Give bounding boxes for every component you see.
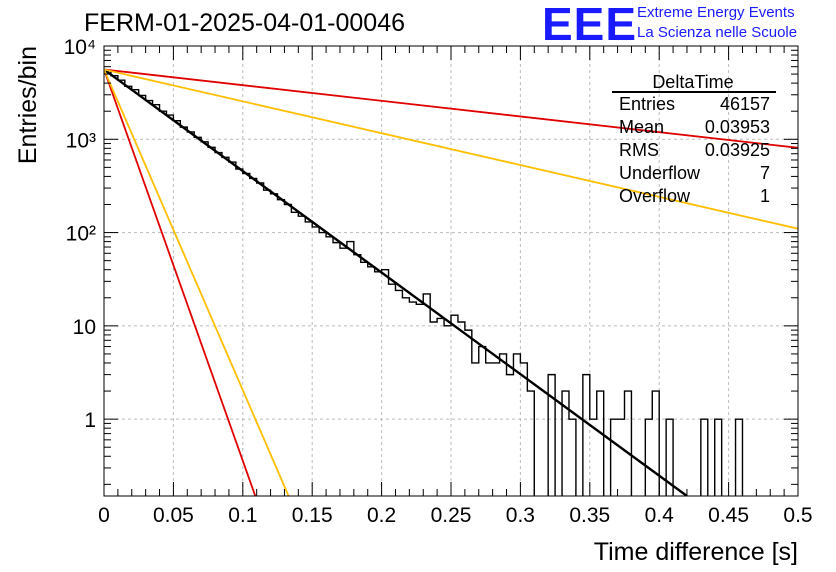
x-tick-label: 0.5 [783, 504, 812, 527]
y-axis-label: Entries/bin [14, 46, 42, 164]
logo-caption-2: La Scienza nelle Scuole [637, 24, 798, 41]
stats-label: Overflow [619, 186, 691, 206]
x-tick-label: 0.45 [708, 504, 749, 527]
y-tick-label: 1 [84, 409, 96, 432]
stats-value: 46157 [720, 94, 770, 114]
stats-value: 1 [760, 186, 770, 206]
x-tick-label: 0.3 [506, 504, 535, 527]
stats-label: Mean [619, 117, 664, 137]
stats-label: Entries [619, 94, 675, 114]
logo-caption-1: Extreme Energy Events [637, 4, 795, 21]
stats-label: Underflow [619, 163, 701, 183]
stats-value: 0.03925 [705, 140, 770, 160]
x-tick-label: 0.1 [228, 504, 257, 527]
curve-fit [104, 68, 688, 496]
stats-title: DeltaTime [652, 72, 733, 92]
stats-value: 7 [760, 163, 770, 183]
y-tick-label: 10⁴ [64, 36, 96, 59]
stats-value: 0.03953 [705, 117, 770, 137]
x-tick-label: 0.4 [645, 504, 675, 527]
fit-curves [104, 68, 798, 496]
curve-red-steep [104, 69, 257, 496]
y-tick-label: 10² [66, 223, 96, 246]
grid-lines [104, 46, 798, 496]
x-tick-label: 0.35 [569, 504, 610, 527]
axes: 0 0.05 0.1 0.15 0.2 0.25 0.3 0.35 0.4 0.45 0.5 1 10 1… [14, 36, 813, 566]
x-tick-label: 0.25 [431, 504, 472, 527]
y-tick-label: 10³ [66, 129, 96, 152]
run-title: FERM-01-2025-04-01-00046 [84, 9, 406, 37]
curve-orange-steep [104, 69, 290, 496]
stats-label: RMS [619, 140, 659, 160]
y-tick-label: 10 [73, 316, 96, 339]
x-tick-label: 0.15 [292, 504, 333, 527]
eee-logo: EEE [542, 0, 638, 50]
x-tick-label: 0.2 [367, 504, 396, 527]
curve-red-shallow [104, 68, 798, 149]
x-tick-label: 0 [98, 504, 110, 527]
x-tick-label: 0.05 [153, 504, 194, 527]
x-axis-label: Time difference [s] [594, 538, 798, 566]
curve-orange-shallow [104, 68, 798, 230]
